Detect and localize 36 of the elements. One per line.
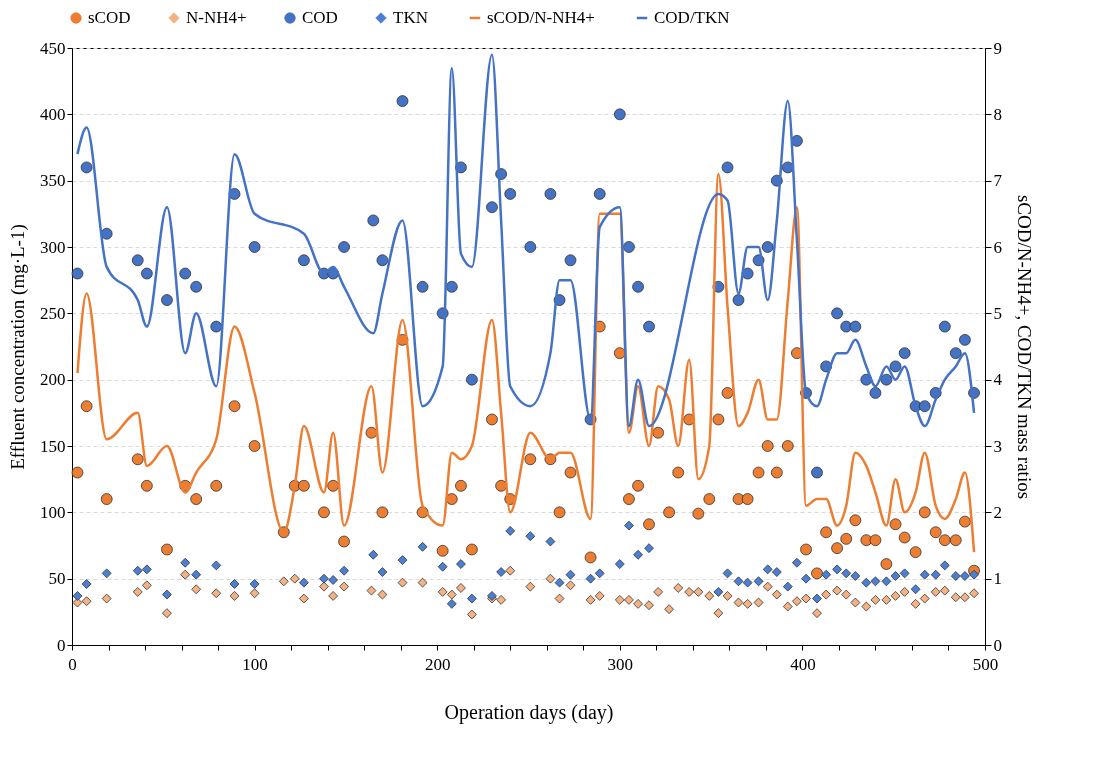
y2-tick-label: 9: [993, 38, 1002, 58]
y-tick-label: 300: [40, 237, 66, 257]
legend-label: sCOD/N-NH4+: [487, 8, 595, 27]
x-tick-label: 400: [790, 654, 816, 674]
legend-label: N-NH4+: [186, 8, 247, 27]
legend-label: COD: [302, 8, 338, 27]
x-axis-title: Operation days (day): [444, 700, 614, 724]
y2-tick-label: 7: [993, 171, 1003, 191]
y-axis-title: Effluent concentration (mg·L-1): [7, 224, 29, 470]
y2-tick-label: 5: [993, 303, 1002, 323]
y-tick-label: 200: [40, 370, 66, 390]
y-tick-label: 150: [40, 436, 66, 456]
x-tick-label: 200: [424, 654, 451, 674]
y2-tick-label: 8: [993, 104, 1002, 124]
y-tick-label: 100: [40, 502, 66, 522]
y2-tick-label: 3: [993, 436, 1002, 456]
y-tick-label: 50: [48, 569, 66, 589]
line-series: [76, 172, 976, 554]
y-tick-label: 400: [40, 104, 66, 124]
x-tick-label: 100: [242, 654, 268, 674]
y-tick-label: 350: [40, 171, 66, 191]
x-tick-label: 300: [607, 654, 634, 674]
y2-axis-title: sCOD/N-NH4+, COD/TKN mass ratios: [1014, 194, 1035, 500]
y2-tick-label: 4: [993, 370, 1003, 390]
legend-label: TKN: [393, 8, 428, 27]
y2-tick-label: 2: [993, 502, 1002, 522]
x-tick-label: 500: [972, 654, 999, 674]
y-tick-label: 0: [57, 635, 66, 655]
y-tick-label: 250: [40, 303, 66, 323]
legend-label: sCOD: [88, 8, 131, 27]
line-series: [76, 53, 976, 428]
y2-tick-label: 6: [993, 237, 1002, 257]
legend-label: COD/TKN: [654, 8, 730, 27]
y-tick-label: 450: [40, 38, 66, 58]
y2-tick-label: 1: [993, 569, 1002, 589]
y2-tick-label: 0: [993, 635, 1002, 655]
